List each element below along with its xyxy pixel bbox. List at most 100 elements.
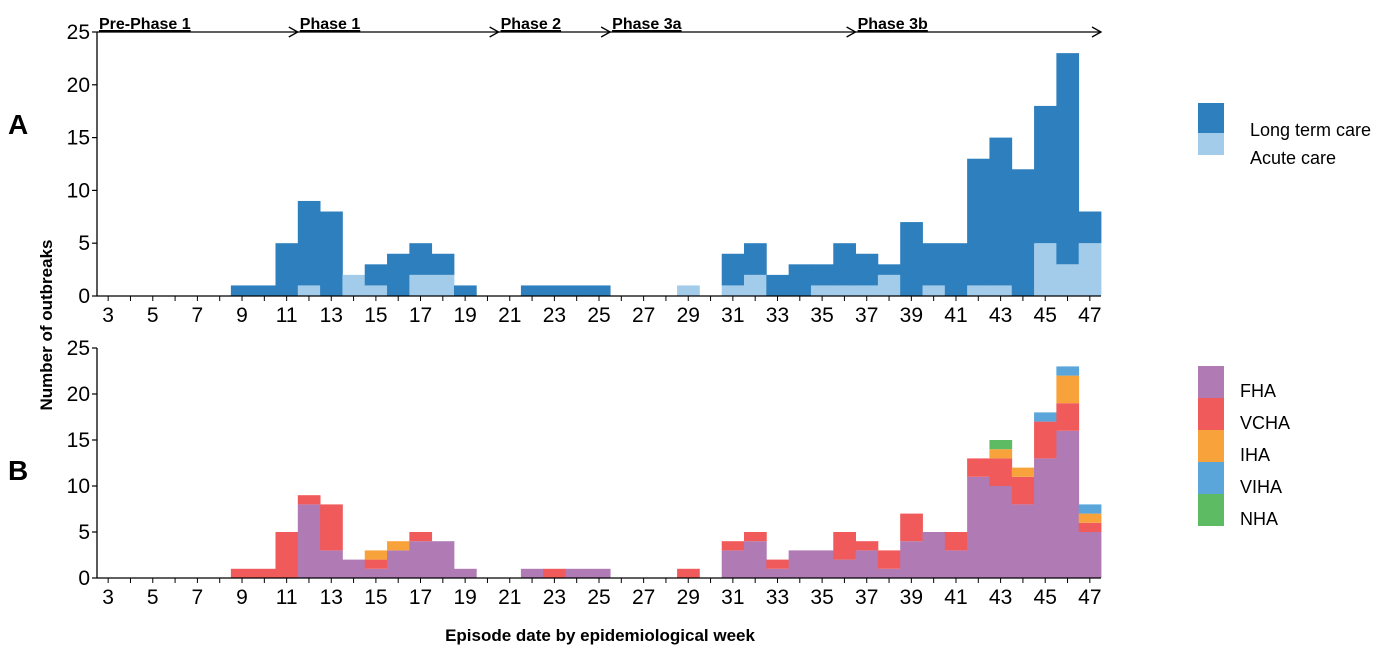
- bar-a-long-term-care-week-42: [967, 158, 990, 286]
- legend-swatch-long-term-care: [1198, 103, 1224, 133]
- bar-b-iha-week-16: [387, 541, 410, 551]
- bar-b-vcha-week-41: [944, 532, 968, 551]
- bar-a-acute-care-week-38: [877, 274, 901, 296]
- bar-b-vcha-week-17: [409, 532, 433, 542]
- bar-b-iha-week-47: [1078, 513, 1102, 523]
- y-tick-label-b: 0: [78, 567, 90, 590]
- y-axis-label: Number of outbreaks: [37, 240, 56, 411]
- bar-a-long-term-care-week-9: [230, 285, 254, 296]
- bar-b-iha-week-15: [364, 550, 388, 560]
- bar-b-nha-week-43: [989, 440, 1013, 450]
- bar-a-long-term-care-week-40: [922, 243, 946, 286]
- x-tick-label-b: 41: [944, 586, 967, 609]
- bar-b-vcha-week-10: [253, 568, 276, 578]
- bar-b-fha-week-46: [1056, 430, 1080, 578]
- x-tick-label-b: 23: [543, 586, 566, 609]
- legend-label-long-term-care: Long term care: [1250, 120, 1371, 140]
- x-tick-label-b: 47: [1078, 586, 1101, 609]
- bar-a-long-term-care-week-37: [855, 253, 879, 286]
- x-tick-label-a: 35: [810, 304, 833, 327]
- x-tick-label-a: 25: [587, 304, 610, 327]
- x-tick-label-b: 45: [1034, 586, 1057, 609]
- bar-b-vcha-week-44: [1011, 476, 1035, 505]
- x-tick-label-a: 29: [677, 304, 700, 327]
- bar-a-long-term-care-week-36: [833, 243, 856, 286]
- bar-b-vcha-week-37: [855, 541, 879, 551]
- legend-swatch-viha: [1198, 462, 1224, 494]
- bar-b-vcha-week-39: [900, 513, 923, 542]
- x-tick-label-a: 33: [766, 304, 789, 327]
- legend-swatch-vcha: [1198, 398, 1224, 430]
- x-tick-label-a: 21: [498, 304, 521, 327]
- phase-label-4: Phase 3a: [612, 16, 681, 33]
- bar-a-long-term-care-week-19: [453, 285, 477, 296]
- bar-b-viha-week-47: [1078, 504, 1102, 514]
- bar-b-vcha-week-9: [230, 568, 254, 578]
- bar-b-iha-week-43: [989, 449, 1013, 459]
- bar-a-acute-care-week-40: [922, 285, 946, 296]
- legend-label-fha: FHA: [1240, 381, 1276, 401]
- bar-b-fha-week-19: [453, 568, 477, 578]
- x-tick-label-b: 15: [364, 586, 387, 609]
- x-tick-label-b: 37: [855, 586, 878, 609]
- x-tick-label-a: 9: [236, 304, 248, 327]
- bar-a-long-term-care-week-24: [565, 285, 589, 296]
- bar-a-long-term-care-week-45: [1034, 105, 1057, 244]
- bar-a-long-term-care-week-41: [944, 243, 968, 296]
- bar-b-vcha-week-11: [275, 532, 299, 578]
- x-tick-label-a: 31: [721, 304, 744, 327]
- y-tick-label-b: 15: [67, 429, 90, 452]
- y-tick-label-b: 5: [78, 521, 90, 544]
- bar-a-long-term-care-week-35: [810, 264, 834, 286]
- phase-label-3: Phase 2: [501, 16, 562, 33]
- panel-b-letter: B: [8, 455, 28, 486]
- bar-b-vcha-week-13: [320, 504, 343, 551]
- x-tick-label-b: 27: [632, 586, 655, 609]
- legend-swatch-fha: [1198, 366, 1224, 398]
- legend-label-viha: VIHA: [1240, 477, 1282, 497]
- bar-a-acute-care-week-17: [409, 274, 433, 296]
- y-tick-label-a: 5: [78, 232, 90, 255]
- bar-a-acute-care-week-36: [833, 285, 856, 296]
- bar-b-iha-week-44: [1011, 467, 1035, 477]
- x-tick-label-b: 17: [409, 586, 432, 609]
- bar-b-vcha-week-38: [877, 550, 901, 569]
- bar-a-long-term-care-week-34: [788, 264, 812, 296]
- bar-a-acute-care-week-15: [364, 285, 388, 296]
- bar-a-long-term-care-week-13: [320, 211, 343, 296]
- bar-b-fha-week-16: [387, 550, 410, 578]
- bar-a-long-term-care-week-17: [409, 243, 433, 275]
- bar-b-fha-week-34: [788, 550, 812, 578]
- bar-a-long-term-care-week-15: [364, 264, 388, 286]
- bar-b-vcha-week-23: [543, 568, 566, 578]
- bar-a-long-term-care-week-43: [989, 137, 1013, 286]
- bar-a-acute-care-week-14: [342, 274, 366, 296]
- bar-a-long-term-care-week-12: [297, 200, 321, 286]
- bar-b-fha-week-25: [587, 568, 611, 578]
- bar-b-vcha-week-36: [833, 532, 856, 560]
- legend-swatch-acute-care: [1198, 133, 1224, 155]
- phase-arrowhead-5: [1091, 26, 1103, 38]
- bar-b-fha-week-40: [922, 532, 946, 578]
- bar-b-fha-week-32: [744, 541, 767, 578]
- bar-b-fha-week-18: [431, 541, 455, 578]
- legend-label-vcha: VCHA: [1240, 413, 1290, 433]
- bar-a-long-term-care-week-33: [766, 274, 790, 296]
- x-tick-label-b: 3: [102, 586, 114, 609]
- bar-b-viha-week-46: [1056, 366, 1080, 376]
- bar-a-long-term-care-week-11: [275, 243, 299, 296]
- bar-b-fha-week-33: [766, 568, 790, 578]
- y-tick-label-b: 10: [67, 475, 90, 498]
- panel-a-letter: A: [8, 109, 28, 140]
- bar-b-fha-week-22: [520, 568, 544, 578]
- bar-a-acute-care-week-47: [1078, 243, 1102, 296]
- y-tick-label-b: 25: [67, 337, 90, 360]
- x-tick-label-a: 7: [192, 304, 204, 327]
- bar-b-vcha-week-43: [989, 458, 1013, 486]
- phase-label-2: Phase 1: [300, 16, 361, 33]
- x-tick-label-b: 31: [721, 586, 744, 609]
- bar-a-acute-care-week-32: [744, 274, 767, 296]
- x-tick-label-a: 19: [453, 304, 476, 327]
- x-tick-label-a: 43: [989, 304, 1012, 327]
- y-tick-label-a: 25: [67, 21, 90, 44]
